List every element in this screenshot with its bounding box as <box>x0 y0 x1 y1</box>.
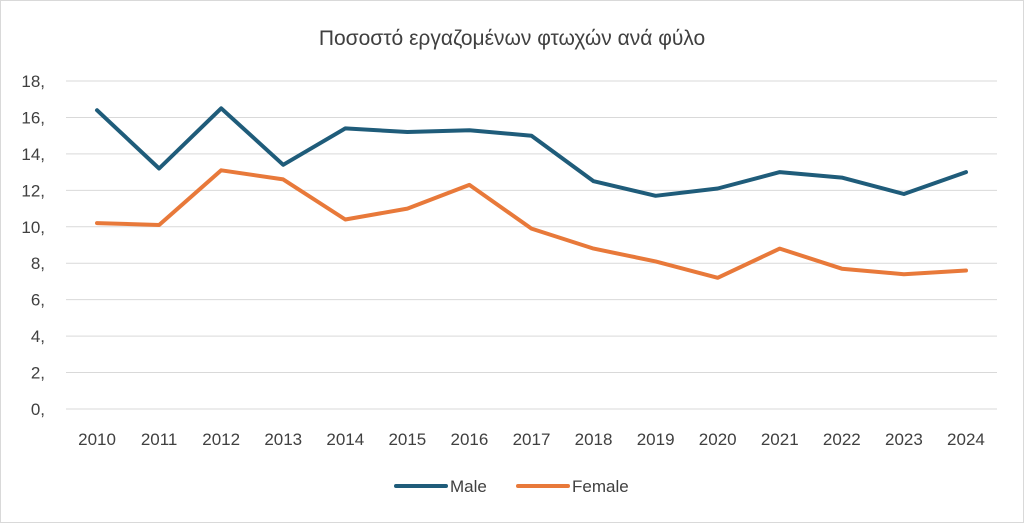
x-tick-label: 2012 <box>202 430 240 449</box>
x-tick-label: 2014 <box>326 430 364 449</box>
y-tick-label: 2, <box>31 364 45 383</box>
y-axis-ticks: 0, 2, 4, 6, 8, 10, 12, 14, 16, 18, <box>21 72 45 419</box>
chart-title: Ποσοστό εργαζομένων φτωχών ανά φύλο <box>319 27 705 50</box>
series-line-female <box>95 168 968 280</box>
x-tick-label: 2024 <box>947 430 985 449</box>
series-lines <box>95 106 968 280</box>
y-tick-label: 8, <box>31 254 45 273</box>
y-tick-label: 14, <box>21 145 45 164</box>
y-tick-label: 6, <box>31 291 45 310</box>
legend-item-male: Male <box>394 477 487 496</box>
x-tick-label: 2015 <box>388 430 426 449</box>
legend-label: Female <box>572 477 629 496</box>
x-tick-label: 2022 <box>823 430 861 449</box>
legend: Male Female <box>394 477 629 496</box>
y-tick-label: 10, <box>21 218 45 237</box>
x-tick-label: 2017 <box>513 430 551 449</box>
x-tick-label: 2010 <box>78 430 116 449</box>
x-tick-label: 2021 <box>761 430 799 449</box>
x-tick-label: 2023 <box>885 430 923 449</box>
x-tick-label: 2019 <box>637 430 675 449</box>
y-tick-label: 12, <box>21 181 45 200</box>
x-tick-label: 2018 <box>575 430 613 449</box>
series-line-male <box>95 106 968 198</box>
legend-item-female: Female <box>516 477 629 496</box>
x-tick-label: 2013 <box>264 430 302 449</box>
x-axis-ticks: 2010 2011 2012 2013 2014 2015 2016 2017 2018 2019… <box>78 430 985 449</box>
x-tick-label: 2020 <box>699 430 737 449</box>
x-tick-label: 2016 <box>451 430 489 449</box>
grid-lines <box>66 80 997 410</box>
y-tick-label: 16, <box>21 108 45 127</box>
legend-label: Male <box>450 477 487 496</box>
y-tick-label: 18, <box>21 72 45 91</box>
y-tick-label: 4, <box>31 327 45 346</box>
x-tick-label: 2011 <box>141 430 178 449</box>
y-tick-label: 0, <box>31 400 45 419</box>
